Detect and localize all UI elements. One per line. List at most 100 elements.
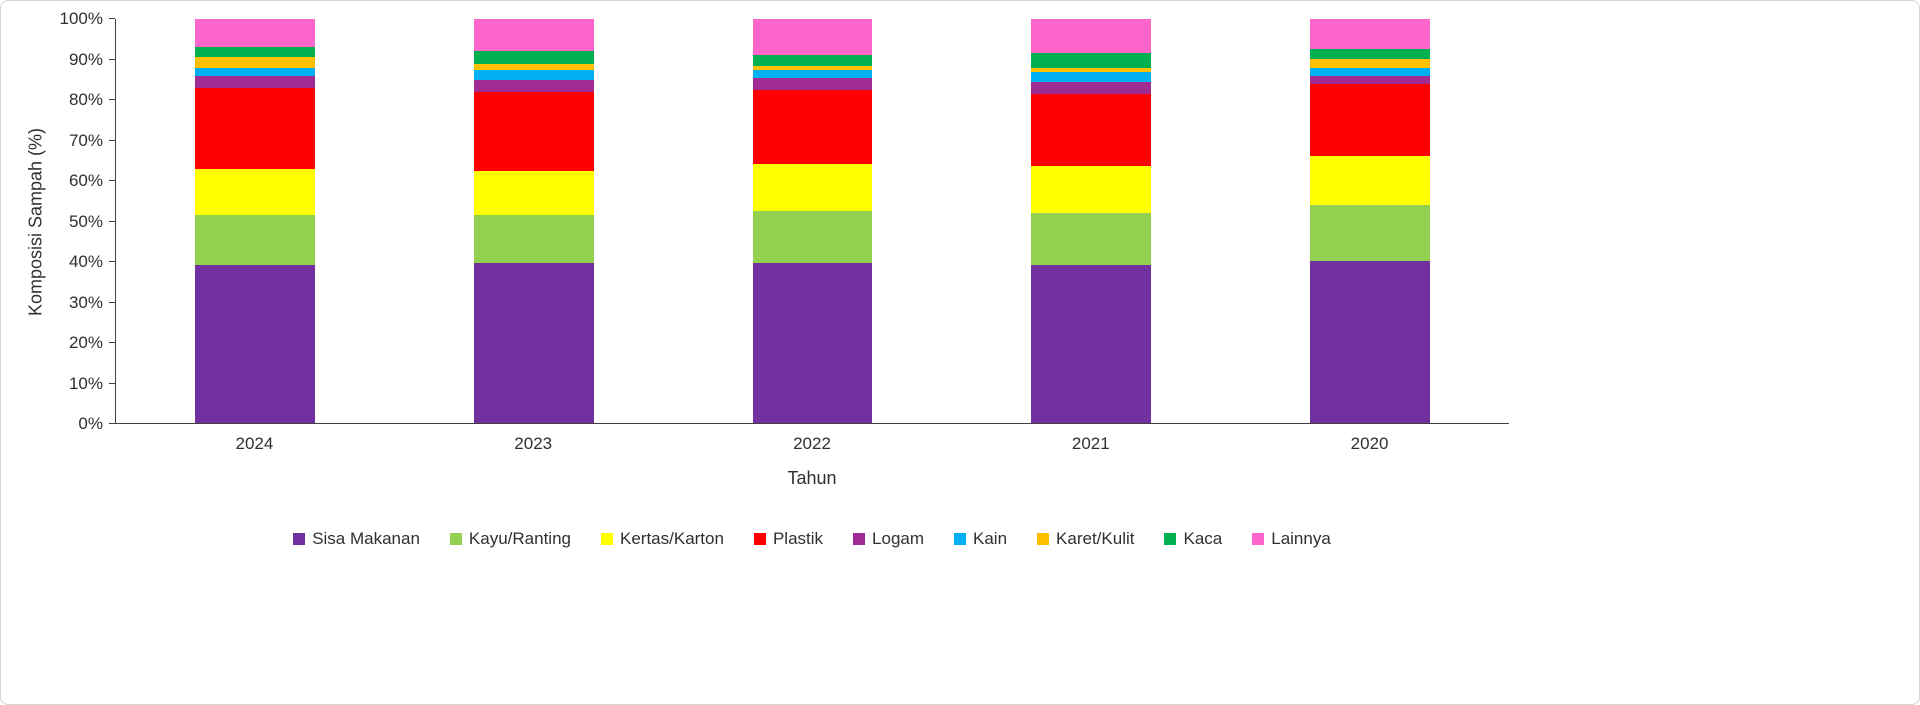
- y-tick-mark: [109, 261, 115, 262]
- stacked-bar-2022: [752, 19, 873, 423]
- segment-kayu-ranting-2020: [1309, 204, 1430, 262]
- segment-sisa-makanan-2021: [1031, 265, 1151, 423]
- y-tick-label: 30%: [68, 292, 103, 312]
- segment-karet-kulit-2021: [1031, 67, 1151, 72]
- segment-lainnya-2023: [474, 19, 594, 52]
- segment-kayu-ranting-2022: [752, 210, 873, 264]
- legend-label-kayu-ranting: Kayu/Ranting: [468, 529, 571, 548]
- y-tick-label: 50%: [68, 211, 103, 231]
- legend-swatch-lainnya: [1252, 533, 1265, 545]
- segment-logam-2022: [752, 77, 873, 90]
- chart-area: Komposisi Sampah (%) 0% 10% 20% 30% 40% 50% 60…: [19, 9, 1509, 489]
- segment-kaca-2023: [474, 51, 594, 64]
- x-tick-label-2022: 2022: [793, 434, 831, 453]
- segment-kaca-2024: [195, 47, 316, 58]
- segment-kayu-ranting-2021: [1031, 212, 1151, 266]
- y-tick-mark: [109, 342, 115, 343]
- segment-plastik-2022: [752, 89, 873, 165]
- segment-logam-2021: [1031, 81, 1151, 94]
- x-axis-title: Tahun: [787, 468, 837, 488]
- legend-swatch-logam: [853, 533, 866, 545]
- y-axis: 0% 10% 20% 30% 40% 50% 60% 70% 80% 90% 100%: [53, 9, 115, 433]
- legend-item-plastik: Plastik: [753, 529, 824, 549]
- legend-label-kaca: Kaca: [1183, 529, 1223, 548]
- x-axis-labels: 2024 2023 2022 2021 2020: [115, 424, 1509, 454]
- segment-kaca-2020: [1309, 49, 1430, 60]
- legend-label-kain: Kain: [973, 529, 1008, 548]
- y-tick-mark: [109, 99, 115, 100]
- bar-slot-2023: [395, 19, 674, 423]
- legend-label-karet-kulit: Karet/Kulit: [1056, 529, 1135, 548]
- legend-swatch-sisa-makanan: [293, 533, 306, 545]
- legend-swatch-kayu-ranting: [449, 533, 462, 545]
- segment-lainnya-2024: [195, 19, 316, 48]
- stacked-bar-2021: [1031, 19, 1151, 423]
- segment-sisa-makanan-2024: [195, 265, 316, 423]
- legend-swatch-karet-kulit: [1037, 533, 1050, 545]
- segment-karet-kulit-2023: [474, 63, 594, 70]
- segment-kertas-karton-2021: [1031, 166, 1151, 213]
- legend-swatch-plastik: [753, 533, 766, 545]
- segment-kertas-karton-2022: [752, 164, 873, 211]
- legend-item-logam: Logam: [853, 529, 924, 549]
- segment-kaca-2021: [1031, 53, 1151, 68]
- bar-slot-2024: [116, 19, 395, 423]
- plot-area: [115, 19, 1509, 424]
- segment-kertas-karton-2024: [195, 168, 316, 215]
- y-tick-label: 60%: [68, 171, 103, 190]
- x-tick-label-2020: 2020: [1350, 434, 1389, 453]
- segment-plastik-2024: [195, 87, 316, 169]
- segment-logam-2024: [195, 75, 316, 88]
- segment-kertas-karton-2023: [474, 170, 594, 215]
- y-tick-label: 80%: [68, 90, 103, 109]
- segment-kaca-2022: [752, 55, 873, 66]
- y-tick-mark: [109, 220, 115, 222]
- y-tick-mark: [109, 423, 115, 424]
- y-tick-mark: [109, 58, 115, 60]
- segment-kayu-ranting-2024: [195, 214, 316, 266]
- segment-plastik-2021: [1031, 93, 1151, 167]
- segment-karet-kulit-2022: [752, 65, 873, 70]
- segment-logam-2020: [1309, 75, 1430, 84]
- y-tick-label: 100%: [59, 9, 103, 28]
- legend-item-kayu-ranting: Kayu/Ranting: [449, 529, 571, 549]
- segment-kain-2021: [1031, 71, 1151, 82]
- segment-kertas-karton-2020: [1309, 156, 1430, 205]
- x-tick-label-2024: 2024: [235, 434, 274, 453]
- y-tick-label: 20%: [68, 333, 103, 352]
- x-tick-label-2021: 2021: [1071, 434, 1110, 453]
- segment-kain-2020: [1309, 67, 1430, 76]
- y-tick-label: 70%: [68, 130, 103, 150]
- segment-lainnya-2022: [752, 19, 873, 56]
- legend-swatch-kertas-karton: [601, 533, 613, 545]
- y-tick-label: 90%: [68, 49, 103, 69]
- x-tick-label-2023: 2023: [514, 434, 553, 453]
- segment-kayu-ranting-2023: [474, 214, 594, 264]
- segment-kain-2024: [195, 67, 316, 76]
- legend-label-lainnya: Lainnya: [1271, 529, 1331, 548]
- y-axis-title-column: Komposisi Sampah (%): [19, 19, 53, 424]
- segment-karet-kulit-2020: [1309, 59, 1430, 68]
- y-axis-title: Komposisi Sampah (%): [25, 127, 46, 316]
- legend: Sisa Makanan Kayu/Ranting Kertas/Karton Pla…: [115, 529, 1509, 549]
- legend-item-kaca: Kaca: [1164, 529, 1222, 549]
- bar-slot-2022: [673, 19, 952, 423]
- legend-label-logam: Logam: [872, 529, 925, 548]
- legend-item-sisa-makanan: Sisa Makanan: [293, 529, 420, 549]
- y-tick-label: 40%: [68, 252, 103, 271]
- stacked-bar-2023: [474, 19, 594, 423]
- legend-swatch-kain: [954, 533, 967, 545]
- y-tick-mark: [109, 382, 115, 384]
- y-tick-mark: [109, 18, 115, 19]
- segment-sisa-makanan-2023: [474, 263, 594, 423]
- legend-label-sisa-makanan: Sisa Makanan: [312, 529, 420, 548]
- bar-slot-2020: [1230, 19, 1509, 423]
- y-tick-label: 0%: [78, 414, 103, 433]
- stacked-bar-2024: [195, 19, 316, 423]
- legend-label-plastik: Plastik: [772, 529, 824, 548]
- y-tick-mark: [109, 139, 115, 141]
- bar-slot-2021: [952, 19, 1231, 423]
- y-tick-mark: [109, 180, 115, 181]
- plot-column: 2024 2023 2022 2021 2020 Tahun: [115, 19, 1509, 489]
